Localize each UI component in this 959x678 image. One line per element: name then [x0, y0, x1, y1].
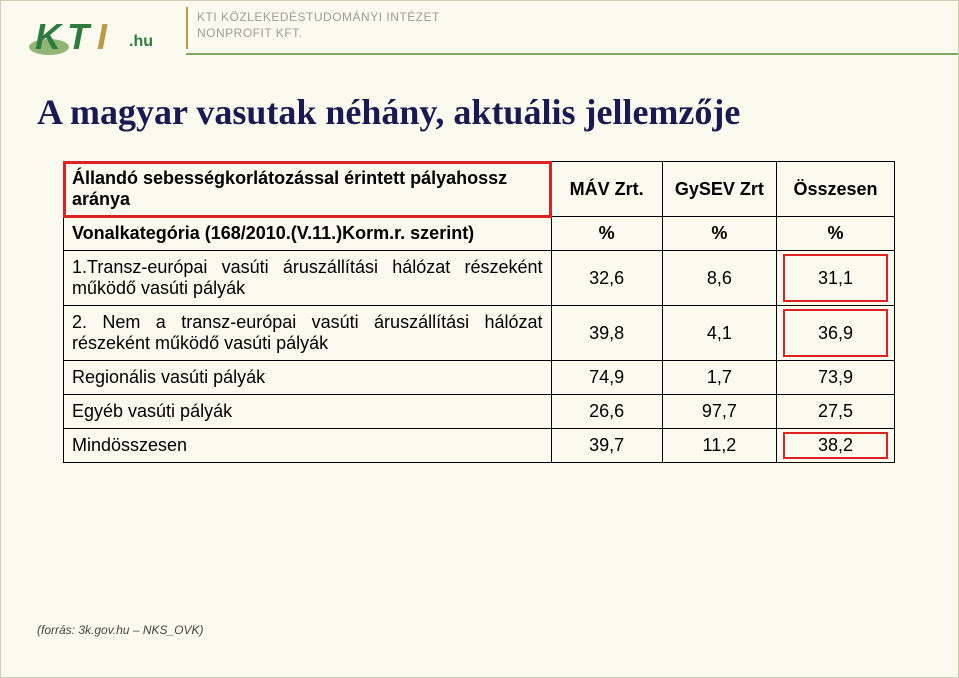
row-c2: 4,1 — [662, 306, 776, 361]
table-subheader-col3: % — [777, 217, 895, 251]
row-label: 1.Transz-európai vasúti áruszállítási há… — [64, 251, 552, 306]
svg-text:K: K — [35, 16, 64, 57]
table-header-col1: MÁV Zrt. — [551, 162, 662, 217]
row-c1: 26,6 — [551, 395, 662, 429]
table-row: 1.Transz-európai vasúti áruszállítási há… — [64, 251, 895, 306]
row-c3: 36,9 — [777, 306, 895, 361]
row-c1: 74,9 — [551, 361, 662, 395]
source-note: (forrás: 3k.gov.hu – NKS_OVK) — [37, 623, 204, 637]
data-table: Állandó sebességkorlátozással érintett p… — [63, 161, 895, 463]
row-label: Mindösszesen — [64, 429, 552, 463]
slide: K T I .hu KTI KÖZLEKEDÉSTUDOMÁNYI INTÉZE… — [0, 0, 959, 678]
page-title: A magyar vasutak néhány, aktuális jellem… — [37, 91, 740, 133]
row-label: 2. Nem a transz-európai vasúti áruszállí… — [64, 306, 552, 361]
table-header-col3: Összesen — [777, 162, 895, 217]
row-c2: 11,2 — [662, 429, 776, 463]
row-c3: 38,2 — [777, 429, 895, 463]
row-label: Egyéb vasúti pályák — [64, 395, 552, 429]
table-subheader-col1: % — [551, 217, 662, 251]
table-subheader-label: Vonalkategória (168/2010.(V.11.)Korm.r. … — [64, 217, 552, 251]
table-row: Egyéb vasúti pályák 26,6 97,7 27,5 — [64, 395, 895, 429]
row-label: Regionális vasúti pályák — [64, 361, 552, 395]
row-c1: 39,8 — [551, 306, 662, 361]
table-row: Regionális vasúti pályák 74,9 1,7 73,9 — [64, 361, 895, 395]
svg-text:T: T — [67, 16, 92, 57]
row-c3: 73,9 — [777, 361, 895, 395]
row-c2: 1,7 — [662, 361, 776, 395]
row-c1: 32,6 — [551, 251, 662, 306]
svg-text:I: I — [97, 16, 108, 57]
header-rule — [186, 53, 958, 55]
row-c2: 8,6 — [662, 251, 776, 306]
table-header-label: Állandó sebességkorlátozással érintett p… — [64, 162, 552, 217]
row-c3: 27,5 — [777, 395, 895, 429]
table-header-row-2: Vonalkategória (168/2010.(V.11.)Korm.r. … — [64, 217, 895, 251]
row-c2: 97,7 — [662, 395, 776, 429]
table-row: Mindösszesen 39,7 11,2 38,2 — [64, 429, 895, 463]
table-row: 2. Nem a transz-európai vasúti áruszállí… — [64, 306, 895, 361]
table-header-row-1: Állandó sebességkorlátozással érintett p… — [64, 162, 895, 217]
logo-hu: .hu — [129, 33, 153, 51]
table-subheader-col2: % — [662, 217, 776, 251]
row-c3: 31,1 — [777, 251, 895, 306]
header-separator — [186, 7, 188, 49]
header-org: KTI KÖZLEKEDÉSTUDOMÁNYI INTÉZET NONPROFI… — [197, 9, 440, 41]
table-header-col2: GySEV Zrt — [662, 162, 776, 217]
header-org-line2: NONPROFIT KFT. — [197, 26, 302, 40]
header-org-line1: KTI KÖZLEKEDÉSTUDOMÁNYI INTÉZET — [197, 10, 440, 24]
row-c1: 39,7 — [551, 429, 662, 463]
